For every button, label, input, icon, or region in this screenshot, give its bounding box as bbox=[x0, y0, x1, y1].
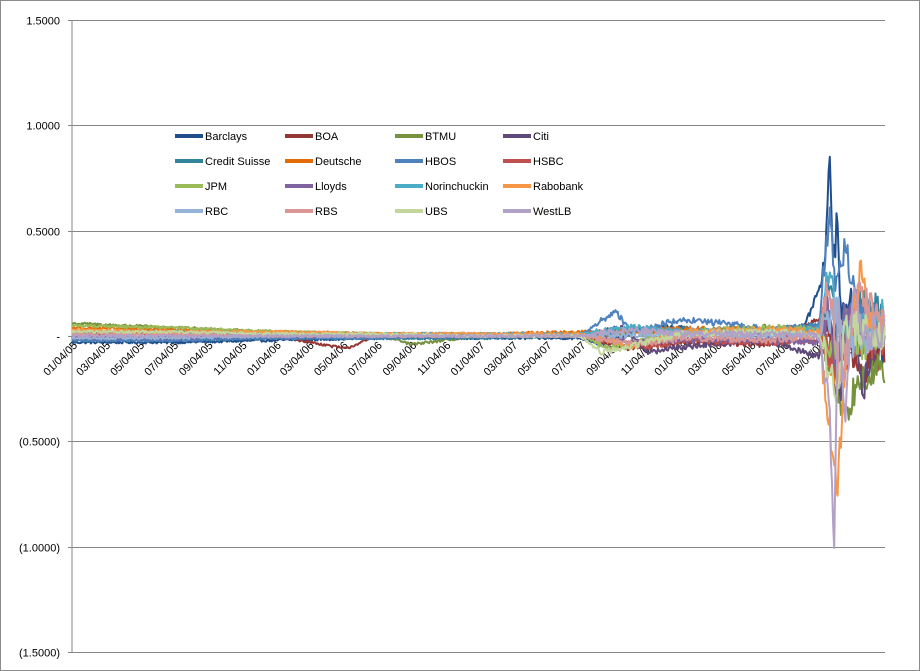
series-line-westlb bbox=[71, 287, 886, 549]
legend-label: HSBC bbox=[533, 156, 564, 168]
legend-label: Credit Suisse bbox=[205, 156, 270, 168]
legend-label: RBS bbox=[315, 206, 338, 218]
y-axis: 1.5000 1.0000 0.5000 - (0.5000) (1.0000) (1.50… bbox=[19, 16, 73, 660]
legend-label: BTMU bbox=[425, 131, 456, 143]
legend-label: RBC bbox=[205, 206, 228, 218]
x-tick-label: 09/04/05 bbox=[177, 340, 216, 379]
x-tick-label: 09/04/06 bbox=[381, 340, 420, 379]
y-tick-label: 0.5000 bbox=[26, 227, 60, 239]
legend-label: Rabobank bbox=[533, 181, 584, 193]
y-tick-label: (1.5000) bbox=[19, 648, 60, 660]
legend-label: Lloyds bbox=[315, 181, 347, 193]
legend-label: Citi bbox=[533, 131, 549, 143]
legend-label: JPM bbox=[205, 181, 227, 193]
legend: Barclays BOA BTMU Citi Credit Suisse Deutsche… bbox=[175, 131, 584, 218]
legend-label: UBS bbox=[425, 206, 448, 218]
legend-label: Barclays bbox=[205, 131, 248, 143]
x-tick-label: 05/04/05 bbox=[108, 340, 147, 379]
legend-label: BOA bbox=[315, 131, 339, 143]
x-tick-label: 11/04/06 bbox=[415, 340, 453, 378]
x-tick-label: 03/04/07 bbox=[482, 340, 521, 379]
x-tick-label: 01/04/07 bbox=[449, 340, 488, 379]
y-tick-label: - bbox=[56, 332, 60, 344]
x-tick-label: 03/04/05 bbox=[74, 340, 113, 379]
x-tick-label: 03/04/06 bbox=[278, 340, 317, 379]
x-tick-label: 01/04/05 bbox=[41, 340, 80, 379]
y-tick-label: 1.0000 bbox=[26, 121, 60, 133]
legend-label: HBOS bbox=[425, 156, 456, 168]
x-tick-label: 01/04/06 bbox=[245, 340, 284, 379]
legend-label: WestLB bbox=[533, 206, 571, 218]
series-lines bbox=[71, 155, 886, 549]
y-tick-label: (1.0000) bbox=[19, 543, 60, 555]
legend-label: Norinchuckin bbox=[425, 181, 489, 193]
x-tick-label: 05/04/07 bbox=[516, 340, 555, 379]
y-tick-label: 1.5000 bbox=[26, 16, 60, 28]
x-tick-label: 11/04/05 bbox=[212, 340, 250, 378]
y-tick-label: (0.5000) bbox=[19, 437, 60, 449]
gridlines bbox=[72, 20, 885, 653]
x-tick-label: 07/04/05 bbox=[142, 340, 181, 379]
legend-label: Deutsche bbox=[315, 156, 361, 168]
series-line-hbos bbox=[71, 206, 886, 343]
x-tick-label: 07/04/07 bbox=[550, 340, 589, 379]
